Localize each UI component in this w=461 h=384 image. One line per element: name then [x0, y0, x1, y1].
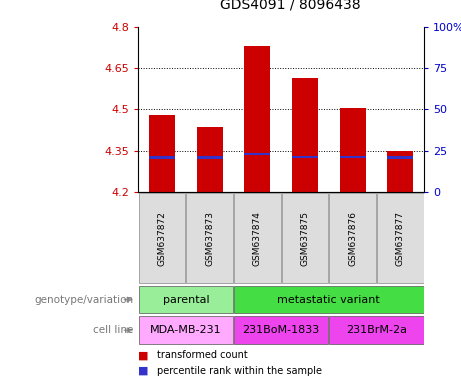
Text: MDA-MB-231: MDA-MB-231	[150, 325, 222, 335]
Bar	[244, 46, 271, 192]
Bar	[340, 108, 366, 192]
Text: parental: parental	[163, 295, 209, 305]
Bar	[139, 286, 233, 313]
Text: genotype/variation: genotype/variation	[35, 295, 134, 305]
Text: 231BoM-1833: 231BoM-1833	[242, 325, 320, 335]
Bar	[282, 193, 328, 283]
Bar	[292, 78, 318, 192]
Text: percentile rank within the sample: percentile rank within the sample	[157, 366, 322, 376]
Text: GSM637876: GSM637876	[348, 210, 357, 266]
Bar	[139, 193, 185, 283]
Text: GSM637874: GSM637874	[253, 211, 262, 265]
Text: 231BrM-2a: 231BrM-2a	[346, 325, 407, 335]
Text: GSM637877: GSM637877	[396, 210, 405, 266]
Bar	[387, 156, 414, 159]
Text: GSM637872: GSM637872	[158, 211, 166, 265]
Bar	[139, 316, 233, 344]
Bar	[340, 156, 366, 158]
Bar	[234, 286, 424, 313]
Bar	[244, 153, 271, 155]
Bar	[197, 127, 223, 192]
Bar	[197, 156, 223, 159]
Bar	[377, 193, 424, 283]
Text: ■: ■	[138, 350, 149, 360]
Bar	[234, 316, 328, 344]
Bar	[292, 156, 318, 158]
Text: GSM637873: GSM637873	[205, 210, 214, 266]
Bar	[329, 193, 376, 283]
Bar	[149, 115, 175, 192]
Text: metastatic variant: metastatic variant	[278, 295, 380, 305]
Text: GDS4091 / 8096438: GDS4091 / 8096438	[220, 0, 361, 12]
Bar	[149, 156, 175, 159]
Bar	[329, 316, 424, 344]
Text: GSM637875: GSM637875	[301, 210, 309, 266]
Text: cell line: cell line	[93, 325, 134, 335]
Text: transformed count: transformed count	[157, 350, 248, 360]
Text: ■: ■	[138, 366, 149, 376]
Bar	[186, 193, 233, 283]
Bar	[234, 193, 281, 283]
Bar	[387, 151, 414, 192]
